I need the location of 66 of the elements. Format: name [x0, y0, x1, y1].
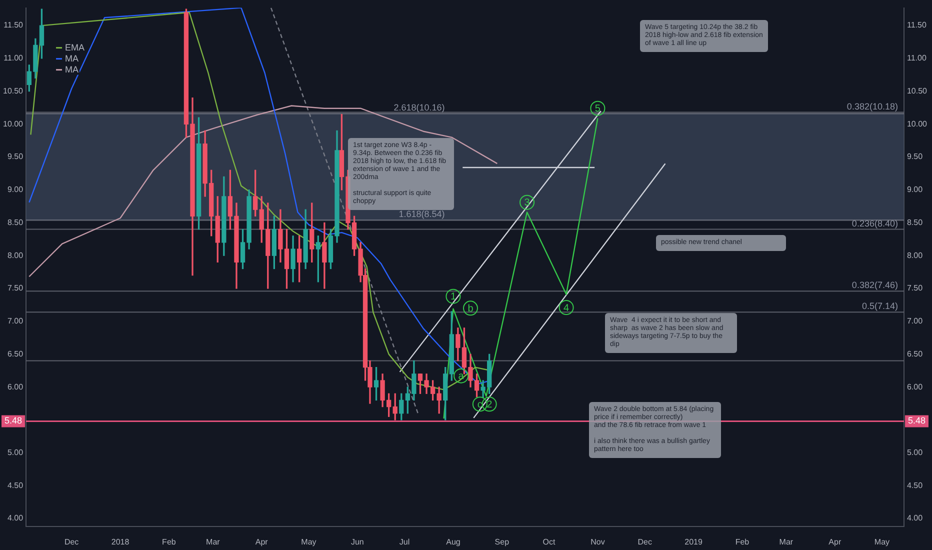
- text: 5.48: [908, 416, 926, 426]
- x-tick-label: Mar: [779, 537, 794, 546]
- y2-tick-label: 6.50: [906, 349, 924, 358]
- y-tick-label: 8.00: [7, 250, 24, 260]
- y-tick-label: 6.00: [7, 382, 24, 392]
- x-tick-label: Jun: [350, 537, 364, 546]
- x-tick-label: Dec: [64, 537, 79, 546]
- y-tick-label: 6.50: [7, 349, 24, 358]
- y-tick-label: 11.50: [4, 20, 24, 30]
- ref-line-label: 5.48: [4, 416, 22, 426]
- annotation: 2: [486, 399, 493, 410]
- annotation: 5: [594, 104, 601, 115]
- x-tick-label: 2019: [684, 537, 703, 546]
- x-tick-label: May: [874, 537, 890, 546]
- y-tick-label: 8.50: [7, 218, 24, 227]
- x-tick-label: Feb: [162, 537, 176, 546]
- x-tick-label: Oct: [542, 537, 556, 546]
- x-tick-label: 2018: [111, 537, 130, 546]
- y-tick-label: 7.50: [7, 284, 24, 293]
- x-tick-label: Feb: [735, 537, 750, 546]
- y-tick-label: 11.00: [4, 54, 24, 63]
- y-tick-label: 4.50: [7, 480, 24, 490]
- y2-tick-label: 8.00: [906, 250, 924, 260]
- y2-tick-label: 8.50: [906, 218, 924, 227]
- y2-tick-label: 7.00: [906, 316, 924, 326]
- y2-tick-label: 9.00: [906, 185, 924, 194]
- y2-tick-label: 4.00: [906, 514, 924, 523]
- ref-line-label: 0.5(7.14): [862, 301, 898, 312]
- annotation: c: [477, 399, 482, 410]
- x-tick-label: Aug: [446, 537, 460, 546]
- y-tick-label: 10.50: [2, 86, 24, 96]
- ref-line-label: 1.618(8.54): [398, 209, 445, 220]
- x-tick-label: Sep: [494, 537, 510, 546]
- legend-label: EMA: [65, 42, 85, 52]
- x-tick-label: Nov: [590, 537, 605, 546]
- y-tick-label: 9.50: [7, 152, 24, 162]
- y2-tick-label: 10.00: [906, 119, 928, 128]
- y-tick-label: 10.00: [2, 119, 24, 128]
- annotation: 1: [450, 292, 456, 303]
- y2-tick-label: 6.00: [906, 382, 924, 392]
- y-tick-label: 4.00: [7, 514, 24, 523]
- legend-label: MA: [65, 64, 79, 74]
- y-tick-label: 9.00: [7, 185, 24, 194]
- annotation: b: [468, 303, 474, 314]
- ref-line-label: 0.236(8.40): [852, 218, 898, 228]
- annotation: 4: [564, 302, 570, 314]
- y2-tick-label: 9.50: [906, 152, 924, 162]
- legend-label: MA: [65, 53, 79, 64]
- x-tick-label: Jul: [399, 537, 410, 546]
- x-tick-label: Mar: [206, 537, 220, 546]
- x-tick-label: Dec: [638, 537, 652, 546]
- x-tick-label: Apr: [828, 537, 842, 546]
- y-tick-label: 5.00: [7, 448, 24, 457]
- y-tick-label: 7.00: [7, 316, 24, 326]
- y2-tick-label: 11.00: [906, 54, 927, 63]
- annotation: 3: [524, 198, 530, 209]
- y2-tick-label: 11.50: [906, 20, 927, 30]
- y2-tick-label: 7.50: [906, 284, 924, 293]
- ref-line-label: 2.618(10.16): [394, 102, 445, 113]
- y2-tick-label: 5.00: [906, 448, 924, 457]
- y2-tick-label: 10.50: [906, 86, 928, 96]
- ref-line-label: 0.382(10.18): [846, 101, 898, 112]
- x-tick-label: May: [301, 537, 316, 546]
- ref-line-label: 0.382(7.46): [852, 280, 898, 290]
- x-tick-label: Apr: [255, 537, 268, 546]
- y2-tick-label: 4.50: [906, 480, 924, 490]
